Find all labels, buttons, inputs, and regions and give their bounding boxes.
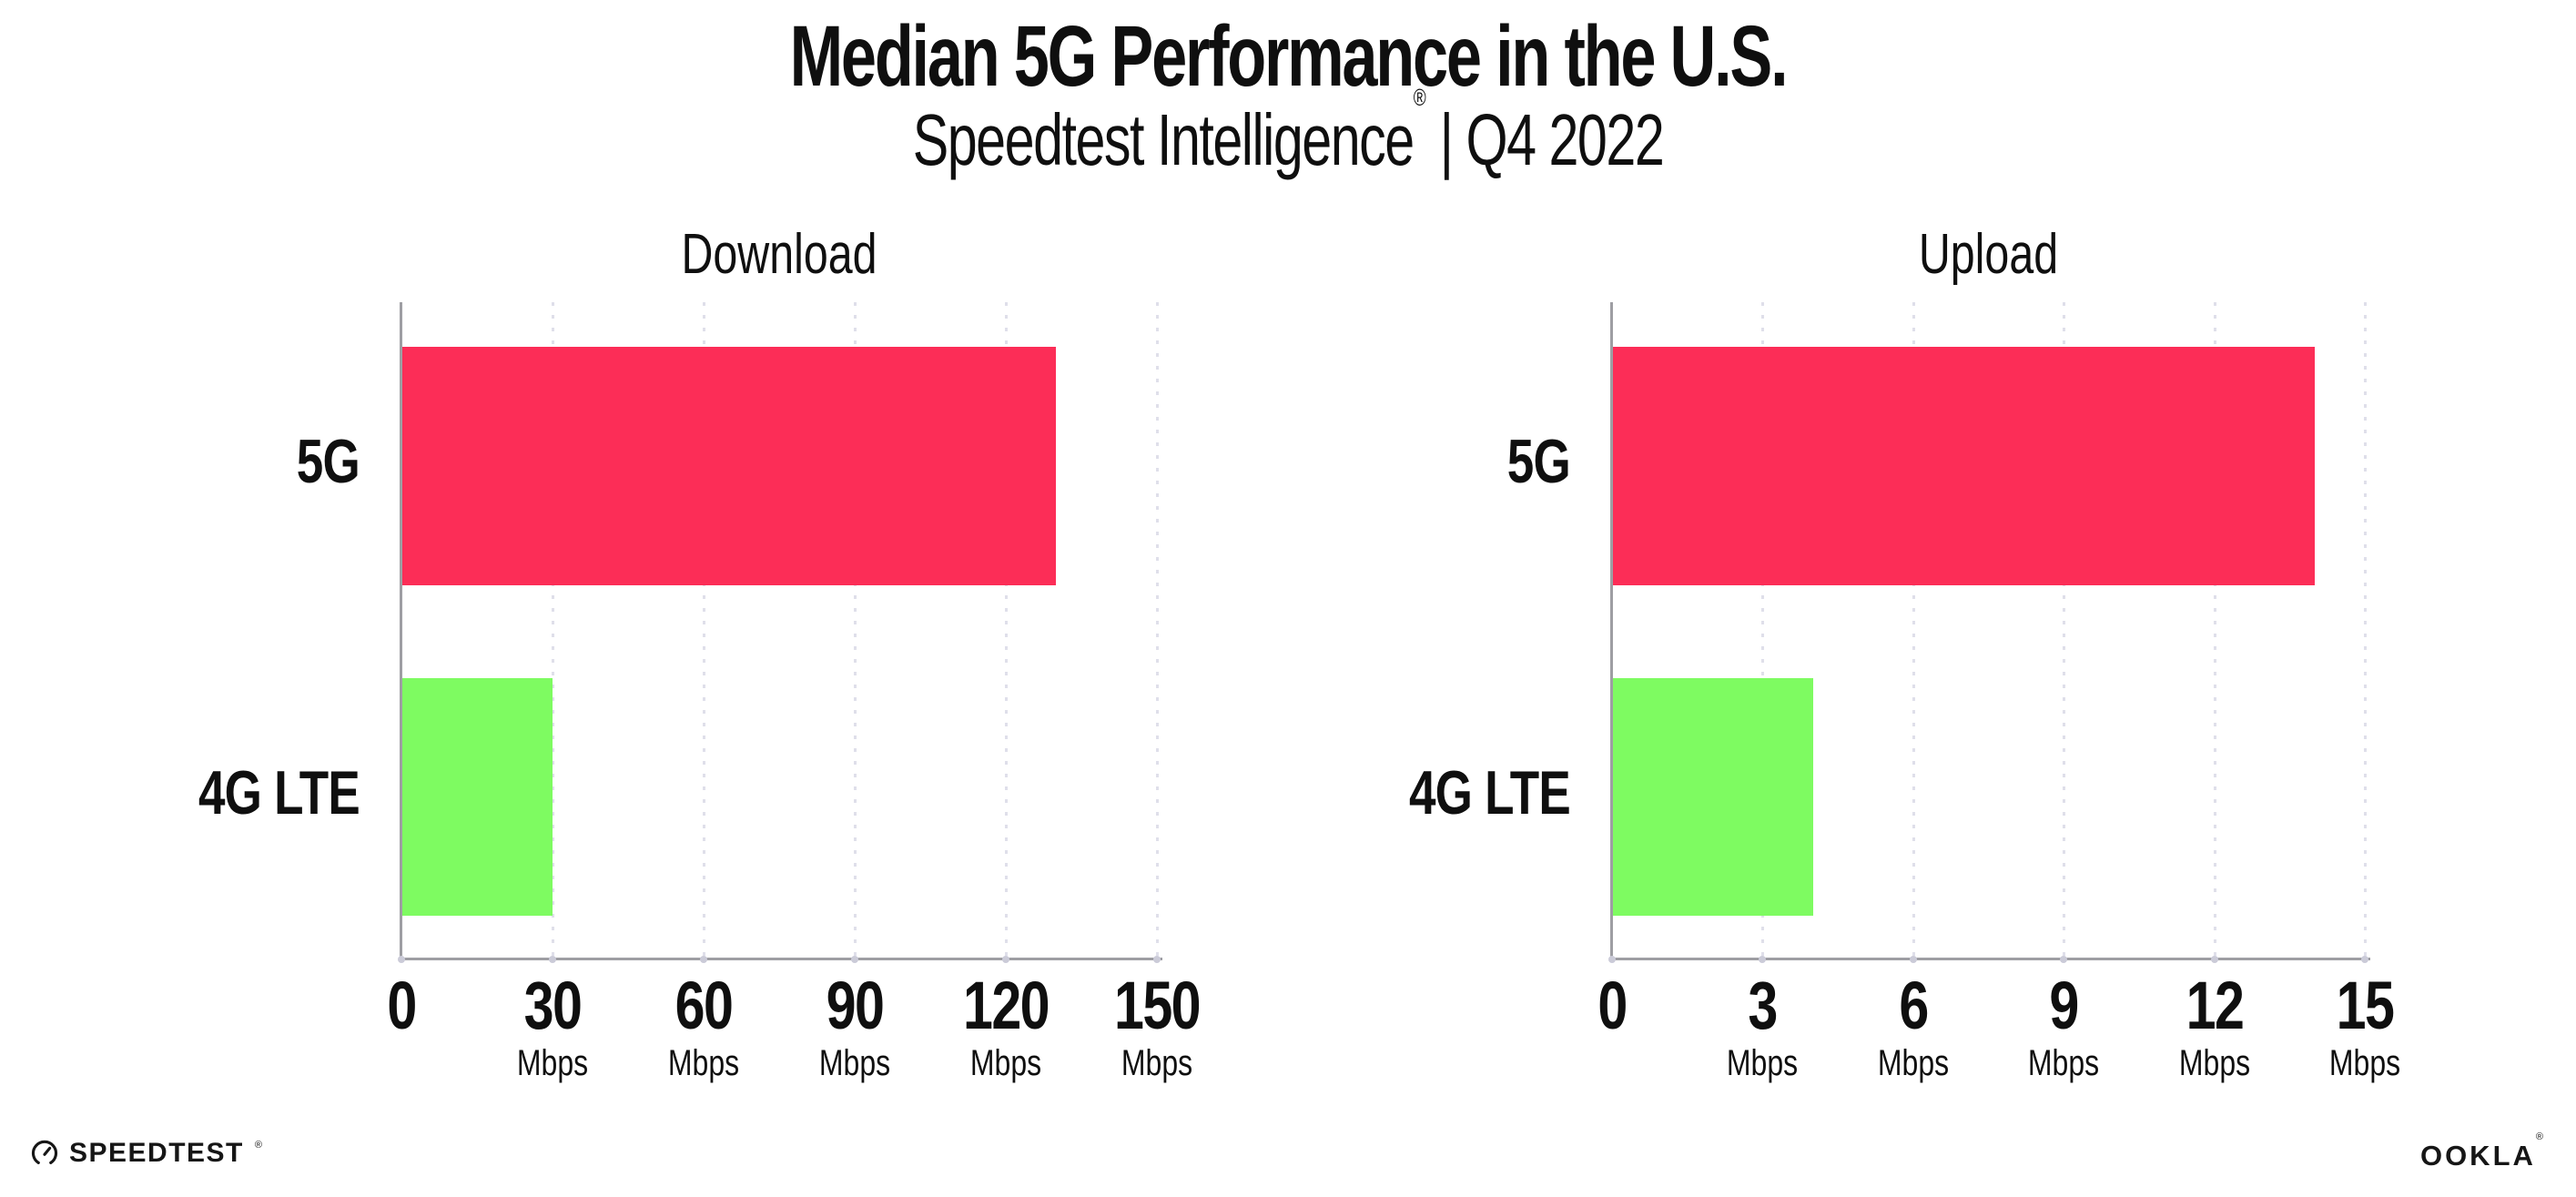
tick-value: 15 bbox=[2336, 968, 2395, 1043]
tick-label-90-download: 90 Mbps bbox=[775, 968, 935, 1083]
tick-label-15-upload: 15 Mbps bbox=[2285, 968, 2445, 1083]
tick-mark-6-upload bbox=[1909, 956, 1917, 963]
tick-unit-label: Mbps bbox=[667, 1043, 740, 1083]
bar-4g-lte-upload bbox=[1612, 677, 1813, 917]
gridline-90-download bbox=[854, 302, 857, 958]
tick-value: 0 bbox=[387, 968, 417, 1043]
tick-unit-label: Mbps bbox=[1121, 1043, 1193, 1083]
tick-label-120-download: 120 Mbps bbox=[926, 968, 1086, 1083]
tick-mark-0-upload bbox=[1608, 956, 1616, 963]
speedtest-wordmark: SPEEDTEST bbox=[69, 1138, 244, 1168]
ookla-logo: OOKLA ® bbox=[2419, 1131, 2543, 1172]
gridline-12-upload bbox=[2213, 302, 2216, 958]
gridline-15-upload bbox=[2364, 302, 2367, 958]
gridline-150-download bbox=[1156, 302, 1159, 958]
tick-unit-label: Mbps bbox=[2328, 1043, 2401, 1083]
speedtest-logo: SPEEDTEST ® bbox=[31, 1138, 262, 1169]
download-x-axis bbox=[400, 958, 1162, 960]
ookla-registered-mark-icon: ® bbox=[2535, 1131, 2543, 1142]
upload-plot-area bbox=[1612, 302, 2367, 958]
ookla-wordmark: OOKLA bbox=[2419, 1140, 2536, 1172]
tick-value: 30 bbox=[523, 968, 583, 1043]
gridline-60-download bbox=[703, 302, 705, 958]
tick-value: 9 bbox=[2049, 968, 2080, 1043]
tick-mark-9-upload bbox=[2060, 956, 2068, 963]
tick-value: 6 bbox=[1899, 968, 1929, 1043]
gridline-9-upload bbox=[2063, 302, 2066, 958]
tick-value: 150 bbox=[1114, 968, 1202, 1043]
page-subtitle: Speedtest Intelligence® | Q4 2022 bbox=[335, 86, 2241, 182]
tick-mark-90-download bbox=[851, 956, 858, 963]
gridline-30-download bbox=[552, 302, 554, 958]
tick-label-0-download: 0 bbox=[321, 972, 482, 1040]
tick-label-150-download: 150 Mbps bbox=[1077, 968, 1237, 1083]
gridline-120-download bbox=[1005, 302, 1008, 958]
tick-label-9-upload: 9 Mbps bbox=[1983, 968, 2144, 1083]
tick-mark-12-upload bbox=[2210, 956, 2218, 963]
tick-label-3-upload: 3 Mbps bbox=[1682, 968, 1842, 1083]
subtitle-brand: Speedtest Intelligence bbox=[912, 99, 1415, 180]
tick-unit-label: Mbps bbox=[2028, 1043, 2100, 1083]
speedtest-registered-mark-icon: ® bbox=[254, 1140, 262, 1151]
tick-mark-150-download bbox=[1153, 956, 1161, 963]
tick-value: 3 bbox=[1748, 968, 1779, 1043]
tick-mark-60-download bbox=[700, 956, 707, 963]
bar-4g-lte-download bbox=[401, 677, 553, 917]
tick-mark-0-download bbox=[398, 956, 405, 963]
tick-unit-label: Mbps bbox=[516, 1043, 589, 1083]
category-label-5g-upload: 5G bbox=[1506, 427, 1571, 496]
tick-mark-3-upload bbox=[1759, 956, 1767, 963]
subtitle-period: | Q4 2022 bbox=[1425, 99, 1665, 180]
tick-label-60-download: 60 Mbps bbox=[624, 968, 784, 1083]
tick-unit-label: Mbps bbox=[1877, 1043, 1949, 1083]
tick-unit-label: Mbps bbox=[2178, 1043, 2250, 1083]
category-label-4g-lte-download: 4G LTE bbox=[198, 757, 360, 827]
tick-label-30-download: 30 Mbps bbox=[472, 968, 633, 1083]
upload-chart-title: Upload bbox=[1918, 223, 2059, 286]
category-label-5g-download: 5G bbox=[296, 427, 360, 496]
tick-mark-120-download bbox=[1002, 956, 1009, 963]
tick-unit-label: Mbps bbox=[969, 1043, 1042, 1083]
upload-x-axis bbox=[1610, 958, 2370, 960]
gridline-6-upload bbox=[1912, 302, 1915, 958]
tick-value: 120 bbox=[963, 968, 1050, 1043]
download-chart-title: Download bbox=[681, 223, 877, 286]
tick-label-12-upload: 12 Mbps bbox=[2135, 968, 2295, 1083]
bar-5g-download bbox=[401, 347, 1057, 585]
page-title: Median 5G Performance in the U.S. bbox=[789, 8, 1789, 105]
speedtest-gauge-icon bbox=[31, 1140, 58, 1164]
tick-value: 12 bbox=[2186, 968, 2244, 1043]
tick-mark-30-download bbox=[549, 956, 556, 963]
download-y-axis bbox=[400, 302, 402, 959]
tick-value: 90 bbox=[826, 968, 885, 1043]
tick-label-6-upload: 6 Mbps bbox=[1833, 968, 1993, 1083]
tick-unit-label: Mbps bbox=[1727, 1043, 1799, 1083]
category-label-4g-lte-upload: 4G LTE bbox=[1408, 757, 1571, 827]
gridline-3-upload bbox=[1761, 302, 1765, 958]
tick-label-0-upload: 0 bbox=[1532, 972, 1692, 1040]
download-plot-area bbox=[401, 302, 1159, 958]
registered-trademark-icon: ® bbox=[1413, 86, 1426, 112]
tick-mark-15-upload bbox=[2361, 956, 2368, 963]
tick-value: 0 bbox=[1597, 968, 1628, 1043]
bar-5g-upload bbox=[1612, 347, 2315, 585]
upload-y-axis bbox=[1610, 302, 1613, 959]
tick-unit-label: Mbps bbox=[818, 1043, 891, 1083]
tick-value: 60 bbox=[674, 968, 734, 1043]
